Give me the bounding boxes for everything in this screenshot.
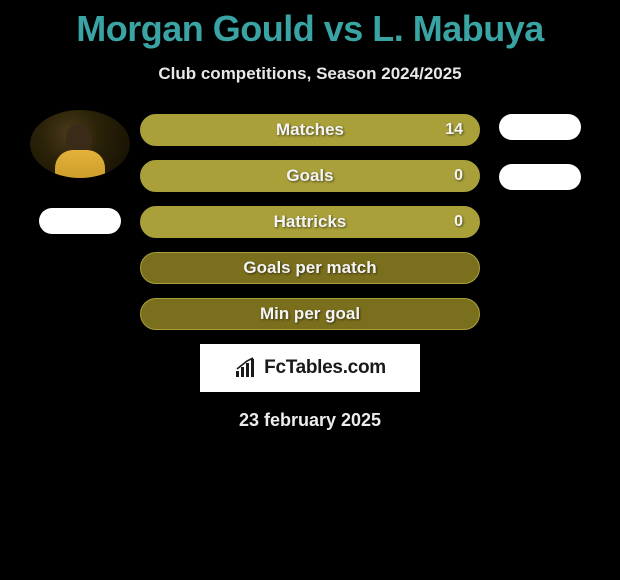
- badge-pill-left: [39, 208, 121, 234]
- right-player-col: [480, 114, 600, 190]
- stat-bar-goals-per-match: Goals per match: [140, 252, 480, 284]
- player-avatar-left: [30, 110, 130, 178]
- stat-value: 0: [454, 167, 463, 185]
- comparison-card: Morgan Gould vs L. Mabuya Club competiti…: [0, 0, 620, 431]
- stat-bar-min-per-goal: Min per goal: [140, 298, 480, 330]
- stat-value: 0: [454, 213, 463, 231]
- stat-bars: Matches 14 Goals 0 Hattricks 0 Goals per…: [140, 114, 480, 330]
- site-logo: FcTables.com: [200, 344, 420, 392]
- date-text: 23 february 2025: [239, 410, 381, 431]
- page-title: Morgan Gould vs L. Mabuya: [76, 8, 544, 50]
- bars-icon: [234, 357, 258, 379]
- stat-label: Min per goal: [260, 304, 360, 324]
- subtitle: Club competitions, Season 2024/2025: [158, 64, 461, 84]
- main-row: Matches 14 Goals 0 Hattricks 0 Goals per…: [0, 114, 620, 330]
- stat-bar-goals: Goals 0: [140, 160, 480, 192]
- stat-label: Goals per match: [243, 258, 376, 278]
- stat-value: 14: [445, 121, 463, 139]
- badge-pill-right-1: [499, 114, 581, 140]
- stat-label: Goals: [286, 166, 333, 186]
- stat-bar-matches: Matches 14: [140, 114, 480, 146]
- left-player-col: [20, 114, 140, 234]
- stat-label: Matches: [276, 120, 344, 140]
- stat-label: Hattricks: [274, 212, 347, 232]
- badge-pill-right-2: [499, 164, 581, 190]
- logo-text: FcTables.com: [264, 357, 386, 379]
- stat-bar-hattricks: Hattricks 0: [140, 206, 480, 238]
